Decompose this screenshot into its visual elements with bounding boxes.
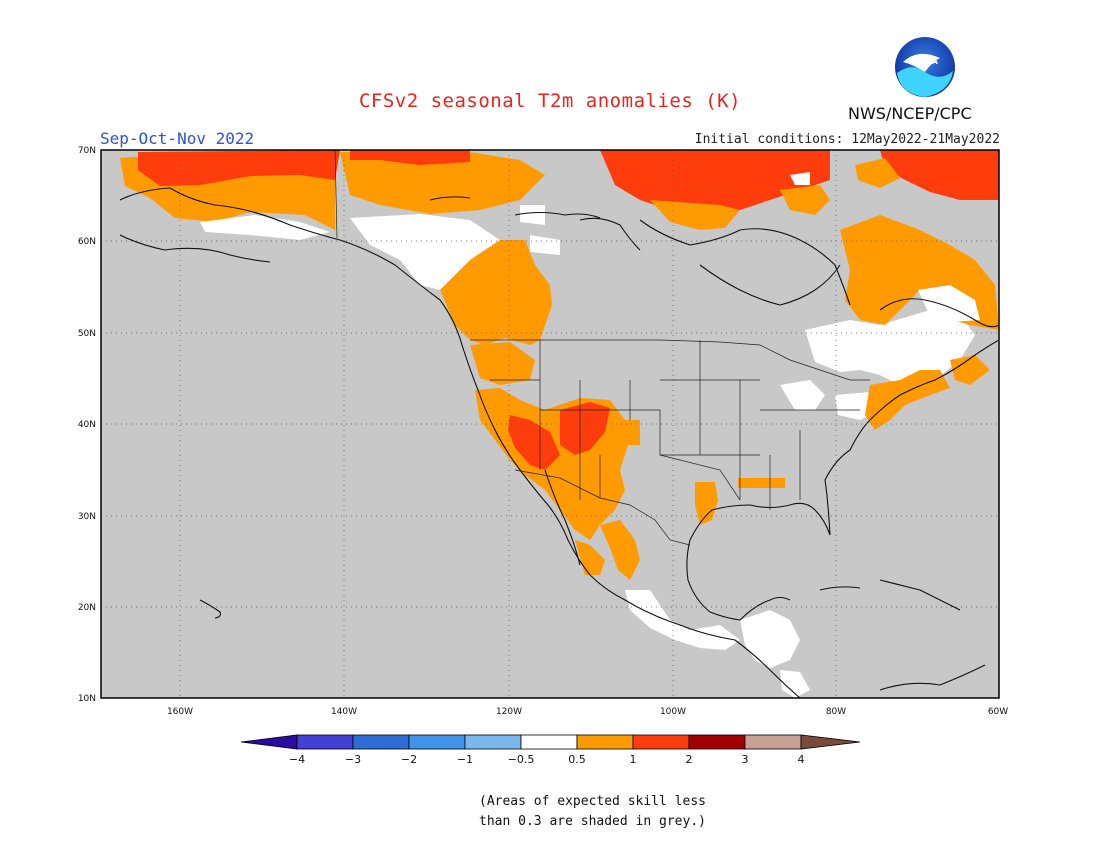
lat-label: 10N	[78, 694, 96, 704]
lon-label: 100W	[660, 707, 686, 717]
anomaly-region	[738, 478, 785, 488]
anomaly-region	[138, 150, 340, 186]
skill-note-line: than 0.3 are shaded in grey.)	[479, 814, 706, 829]
anomaly-region	[790, 172, 810, 185]
colorbar-label: −0.5	[508, 753, 535, 766]
anomaly-region	[740, 610, 800, 668]
coastlines	[119, 187, 999, 698]
anomaly-region	[780, 670, 810, 698]
colorbar-swatch	[520, 734, 578, 750]
lat-label: 70N	[78, 146, 96, 156]
lon-label: 120W	[496, 707, 522, 717]
anomaly-region	[560, 402, 610, 455]
anomaly-region	[695, 482, 718, 525]
organization-label: NWS/NCEP/CPC	[848, 104, 972, 123]
anomaly-region	[950, 355, 990, 385]
anomaly-region	[918, 285, 980, 322]
lat-label: 40N	[78, 420, 96, 430]
season-label: Sep-Oct-Nov 2022	[100, 129, 255, 148]
colorbar-swatch	[576, 734, 634, 750]
colorbar-swatch	[744, 734, 802, 750]
lon-label: 160W	[167, 707, 193, 717]
anomaly-region	[575, 540, 605, 575]
anomaly-region	[780, 380, 825, 410]
anomaly-region	[200, 215, 330, 240]
colorbar: −4 −3 −2 −1 −0.5 0.5 1 2 3 4	[240, 734, 861, 766]
colorbar-swatch	[632, 734, 690, 750]
colorbar-label: −4	[289, 753, 305, 766]
skill-note: (Areas of expected skill less than 0.3 a…	[0, 792, 1100, 832]
logo-text: NOAA	[912, 57, 938, 66]
anomaly-shading	[120, 150, 999, 698]
colorbar-label: 0.5	[568, 753, 586, 766]
colorbar-label: 2	[686, 753, 693, 766]
colorbar-arrow-left	[240, 734, 298, 750]
colorbar-swatch	[688, 734, 746, 750]
colorbar-label: −2	[401, 753, 417, 766]
anomaly-region	[340, 152, 545, 214]
colorbar-swatch	[352, 734, 410, 750]
anomaly-region	[508, 415, 560, 470]
colorbar-label: −3	[345, 753, 361, 766]
anomaly-region	[440, 240, 552, 345]
longitude-axis: 160W 140W 120W 100W 80W 60W	[167, 707, 1008, 717]
noaa-logo-icon: NOAA	[895, 37, 955, 97]
anomaly-region	[600, 520, 640, 580]
anomaly-region	[855, 158, 900, 188]
anomaly-region	[350, 150, 470, 165]
lat-label: 30N	[78, 512, 96, 522]
anomaly-region	[620, 420, 640, 445]
anomaly-region	[650, 200, 740, 230]
lon-label: 140W	[331, 707, 357, 717]
lat-label: 50N	[78, 329, 96, 339]
skill-note-line: (Areas of expected skill less	[479, 794, 706, 809]
lon-label: 80W	[826, 707, 846, 717]
colorbar-swatch	[408, 734, 466, 750]
initial-conditions-label: Initial conditions: 12May2022-21May2022	[694, 132, 1000, 147]
anomaly-region	[470, 342, 535, 385]
map-frame	[100, 149, 1000, 699]
anomaly-region	[865, 370, 950, 430]
lat-label: 60N	[78, 237, 96, 247]
lon-label: 60W	[988, 707, 1008, 717]
anomaly-region	[530, 235, 560, 255]
colorbar-swatch	[296, 734, 354, 750]
colorbar-label: 1	[630, 753, 637, 766]
colorbar-label: −1	[457, 753, 473, 766]
latitude-axis: 70N 60N 50N 40N 30N 20N 10N	[78, 146, 96, 704]
colorbar-label: 4	[798, 753, 805, 766]
colorbar-label: 3	[742, 753, 749, 766]
colorbar-arrow-right	[800, 734, 861, 750]
anomaly-region	[805, 310, 975, 385]
anomaly-region	[520, 205, 545, 225]
lat-label: 20N	[78, 603, 96, 613]
anomaly-region	[600, 150, 830, 215]
map-title: CFSv2 seasonal T2m anomalies (K)	[358, 90, 742, 112]
anomaly-region	[880, 150, 999, 200]
anomaly-region	[350, 214, 500, 290]
anomaly-region	[780, 185, 830, 215]
borders	[334, 150, 870, 546]
colorbar-swatch	[464, 734, 522, 750]
